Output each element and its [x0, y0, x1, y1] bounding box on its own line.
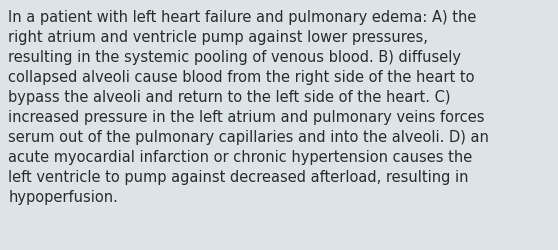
Text: In a patient with left heart failure and pulmonary edema: A) the
right atrium an: In a patient with left heart failure and… — [8, 10, 489, 204]
